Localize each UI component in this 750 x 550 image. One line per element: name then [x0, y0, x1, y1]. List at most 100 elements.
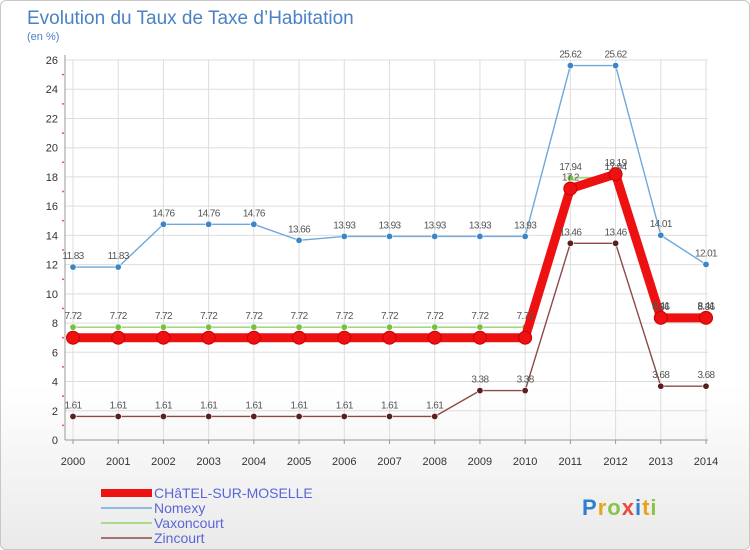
- data-label-ch-tel-sur-moselle-2012: 18.19: [605, 158, 628, 169]
- y-minor-dot: [62, 307, 64, 310]
- x-tick-label-2007: 2007: [377, 456, 401, 468]
- y-minor-dot: [62, 366, 64, 368]
- x-tick-label-2003: 2003: [196, 456, 220, 468]
- point-zincourt-2006: [340, 412, 348, 420]
- data-label-nomexy-2014: 12.01: [695, 248, 718, 259]
- y-tick-label-16: 16: [46, 201, 58, 213]
- data-label-ch-tel-sur-moselle-2011: 17.2: [562, 173, 580, 184]
- data-label-vaxoncourt-2001: 7.72: [110, 311, 128, 322]
- data-label-vaxoncourt-2005: 7.72: [291, 311, 309, 322]
- point-vaxoncourt-2006: [340, 323, 348, 331]
- data-label-nomexy-2012: 25.62: [605, 50, 628, 61]
- data-label-vaxoncourt-2006: 7.72: [336, 311, 354, 322]
- logo-letter: t: [642, 495, 650, 520]
- y-axis-label: (en %): [27, 31, 59, 43]
- point-ch-tel-sur-moselle-2013: [653, 310, 668, 325]
- series-layer: [66, 62, 713, 420]
- data-label-nomexy-2009: 13.93: [469, 220, 492, 231]
- point-zincourt-2013: [657, 382, 665, 390]
- data-label-nomexy-2002: 14.76: [152, 208, 175, 219]
- y-tick-label-4: 4: [52, 377, 58, 389]
- point-zincourt-2005: [295, 412, 303, 420]
- y-tick-label-10: 10: [46, 289, 58, 301]
- y-tick-label-24: 24: [46, 84, 58, 96]
- y-tick-label-18: 18: [46, 172, 58, 184]
- y-tick-label-2: 2: [52, 406, 58, 418]
- point-nomexy-2013: [657, 231, 665, 239]
- data-label-zincourt-2005: 1.61: [291, 400, 309, 411]
- y-minor-dot: [62, 336, 64, 339]
- point-vaxoncourt-2011: [566, 174, 574, 182]
- logo-letter: r: [598, 495, 608, 520]
- data-label-vaxoncourt-2013: 8.41: [652, 301, 670, 312]
- data-label-vaxoncourt-2003: 7.72: [200, 311, 218, 322]
- point-vaxoncourt-2000: [69, 323, 77, 331]
- point-nomexy-2010: [521, 232, 529, 240]
- data-label-nomexy-2013: 14.01: [650, 219, 673, 230]
- data-label-zincourt-2001: 1.61: [110, 400, 128, 411]
- data-label-ch-tel-sur-moselle-2014: 8.36: [697, 302, 715, 313]
- data-label-vaxoncourt-2010: 7.72: [517, 311, 535, 322]
- x-tick-label-2013: 2013: [649, 456, 673, 468]
- data-label-zincourt-2008: 1.61: [426, 400, 444, 411]
- point-zincourt-2007: [385, 412, 393, 420]
- point-ch-tel-sur-moselle-2008: [427, 330, 442, 345]
- data-label-vaxoncourt-2012: 17.94: [605, 162, 628, 173]
- data-label-vaxoncourt-2008: 7.72: [426, 311, 444, 322]
- point-zincourt-2012: [612, 239, 620, 247]
- logo-letter: o: [607, 495, 621, 520]
- data-label-zincourt-2010: 3.38: [517, 375, 535, 386]
- data-label-vaxoncourt-2002: 7.72: [155, 311, 173, 322]
- y-minor-dot: [62, 190, 64, 193]
- point-zincourt-2003: [205, 412, 213, 420]
- data-label-nomexy-2010: 13.93: [514, 220, 537, 231]
- y-minor-dot: [62, 73, 64, 76]
- data-label-nomexy-2011: 25.62: [559, 50, 582, 61]
- point-nomexy-2009: [476, 232, 484, 240]
- data-label-vaxoncourt-2011: 17.94: [559, 162, 582, 173]
- point-nomexy-2003: [205, 220, 213, 228]
- data-label-zincourt-2013: 3.68: [652, 370, 670, 381]
- point-ch-tel-sur-moselle-2007: [382, 330, 397, 345]
- y-tick-label-26: 26: [46, 55, 58, 67]
- data-label-zincourt-2011: 13.46: [559, 227, 582, 238]
- y-tick-label-0: 0: [52, 435, 58, 447]
- x-tick-label-2008: 2008: [422, 456, 446, 468]
- point-nomexy-2014: [702, 260, 710, 268]
- y-minor-dot: [62, 278, 64, 281]
- point-nomexy-2000: [69, 263, 77, 271]
- data-label-zincourt-2009: 3.38: [471, 375, 489, 386]
- data-label-vaxoncourt-2000: 7.72: [64, 311, 82, 322]
- legend-label-vaxoncourt: Vaxoncourt: [154, 515, 224, 531]
- point-vaxoncourt-2003: [205, 323, 213, 331]
- x-tick-label-2000: 2000: [61, 456, 85, 468]
- point-nomexy-2008: [431, 232, 439, 240]
- point-ch-tel-sur-moselle-2005: [292, 330, 307, 345]
- data-label-vaxoncourt-2014: 8.41: [697, 301, 715, 312]
- point-ch-tel-sur-moselle-2002: [156, 330, 171, 345]
- point-ch-tel-sur-moselle-2009: [472, 330, 487, 345]
- y-tick-label-6: 6: [52, 347, 58, 359]
- point-zincourt-2000: [69, 412, 77, 420]
- point-vaxoncourt-2001: [114, 323, 122, 331]
- legend-label-ch-tel-sur-moselle: CHâTEL-SUR-MOSELLE: [154, 485, 313, 501]
- data-label-nomexy-2005: 13.66: [288, 224, 311, 235]
- y-tick-label-14: 14: [46, 230, 58, 242]
- y-minor-dot: [62, 249, 64, 251]
- y-minor-dot: [62, 161, 64, 164]
- point-ch-tel-sur-moselle-2004: [246, 330, 261, 345]
- data-label-zincourt-2000: 1.61: [64, 400, 82, 411]
- data-label-zincourt-2004: 1.61: [245, 400, 263, 411]
- series-ch-tel-sur-moselle: [66, 167, 713, 345]
- y-minor-dot: [62, 424, 64, 427]
- point-ch-tel-sur-moselle-2000: [66, 330, 80, 345]
- data-label-zincourt-2012: 13.46: [605, 227, 628, 238]
- point-zincourt-2011: [566, 239, 574, 247]
- data-label-ch-tel-sur-moselle-2013: 8.36: [652, 302, 670, 313]
- point-zincourt-2002: [159, 412, 167, 420]
- y-tick-label-8: 8: [52, 318, 58, 330]
- y-minor-dot: [62, 102, 64, 105]
- point-vaxoncourt-2002: [159, 323, 167, 331]
- data-label-vaxoncourt-2009: 7.72: [471, 311, 489, 322]
